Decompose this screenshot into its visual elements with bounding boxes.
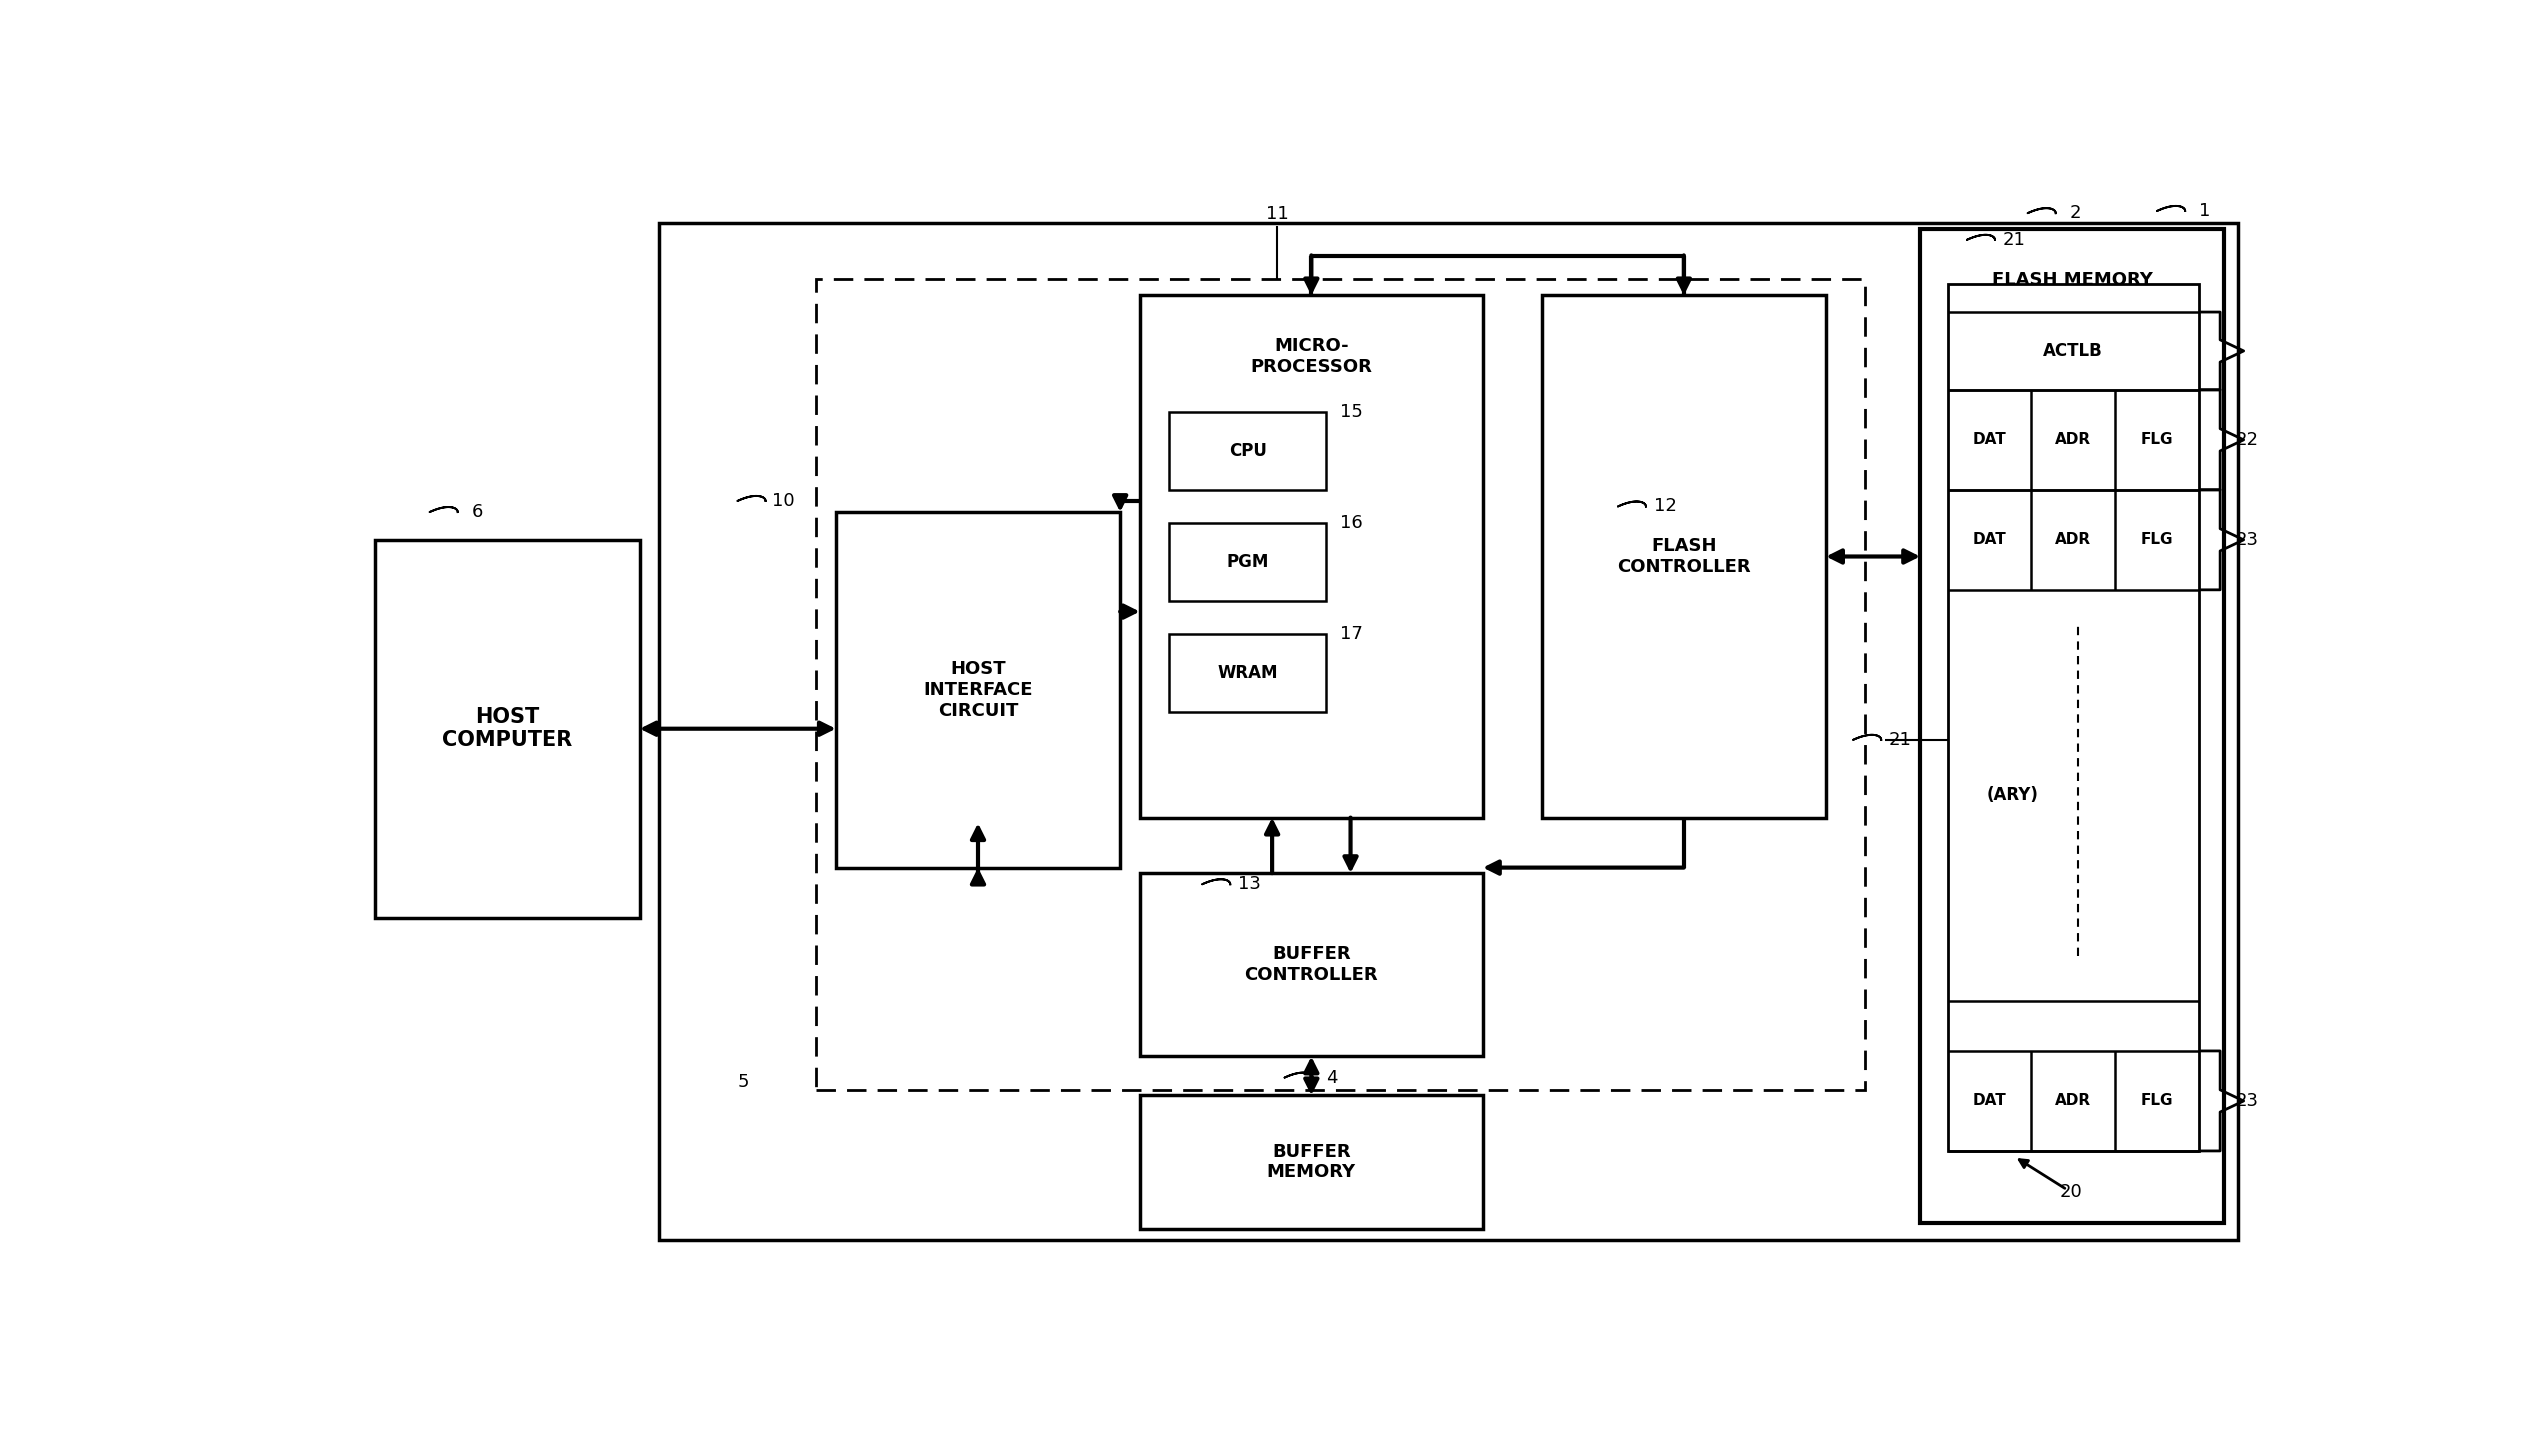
Text: ADR: ADR <box>2054 433 2092 447</box>
Bar <box>1169 524 1326 600</box>
Text: FLG: FLG <box>2140 532 2173 547</box>
Text: 13: 13 <box>1237 876 1260 893</box>
Bar <box>817 278 1865 1089</box>
Text: 6: 6 <box>471 504 483 521</box>
Text: MICRO-
PROCESSOR: MICRO- PROCESSOR <box>1250 338 1371 375</box>
Text: 5: 5 <box>739 1074 749 1091</box>
Text: 12: 12 <box>1655 498 1677 515</box>
Text: 23: 23 <box>2237 1092 2259 1110</box>
Bar <box>1138 873 1483 1056</box>
Bar <box>835 512 1121 867</box>
Text: 21: 21 <box>1890 730 1913 749</box>
Text: 22: 22 <box>2237 431 2259 449</box>
Text: HOST
COMPUTER: HOST COMPUTER <box>443 707 572 750</box>
Bar <box>1541 296 1827 818</box>
Text: FLASH MEMORY: FLASH MEMORY <box>1991 271 2153 289</box>
Text: 10: 10 <box>772 492 794 509</box>
Text: FLASH
CONTROLLER: FLASH CONTROLLER <box>1617 537 1751 576</box>
Text: 16: 16 <box>1341 514 1364 532</box>
Text: ADR: ADR <box>2054 532 2092 547</box>
Text: FLG: FLG <box>2140 1094 2173 1108</box>
Text: WRAM: WRAM <box>1217 664 1278 683</box>
Text: 21: 21 <box>2004 231 2027 248</box>
Text: FLG: FLG <box>2140 433 2173 447</box>
Bar <box>1920 228 2224 1224</box>
Text: ACTLB: ACTLB <box>2044 342 2102 359</box>
Text: DAT: DAT <box>1973 433 2006 447</box>
Bar <box>374 540 640 918</box>
Text: BUFFER
CONTROLLER: BUFFER CONTROLLER <box>1245 945 1379 984</box>
Text: 4: 4 <box>1326 1069 1338 1087</box>
Bar <box>1169 635 1326 711</box>
Text: CPU: CPU <box>1230 442 1268 460</box>
Text: 15: 15 <box>1341 403 1364 421</box>
Bar <box>1169 413 1326 489</box>
Text: 2: 2 <box>2070 203 2080 222</box>
Bar <box>660 224 2237 1240</box>
Bar <box>1138 296 1483 818</box>
Text: BUFFER
MEMORY: BUFFER MEMORY <box>1268 1143 1356 1182</box>
Text: ADR: ADR <box>2054 1094 2092 1108</box>
Bar <box>1948 284 2199 1152</box>
Text: (ARY): (ARY) <box>1986 786 2039 804</box>
Text: PGM: PGM <box>1227 553 1268 571</box>
Text: HOST
INTERFACE
CIRCUIT: HOST INTERFACE CIRCUIT <box>923 659 1032 720</box>
Text: 1: 1 <box>2199 202 2211 219</box>
Text: DAT: DAT <box>1973 1094 2006 1108</box>
Text: 23: 23 <box>2237 531 2259 548</box>
Text: 11: 11 <box>1265 205 1288 224</box>
Text: 20: 20 <box>2059 1183 2082 1201</box>
Text: 17: 17 <box>1341 625 1364 644</box>
Text: DAT: DAT <box>1973 532 2006 547</box>
Bar <box>1138 1095 1483 1229</box>
